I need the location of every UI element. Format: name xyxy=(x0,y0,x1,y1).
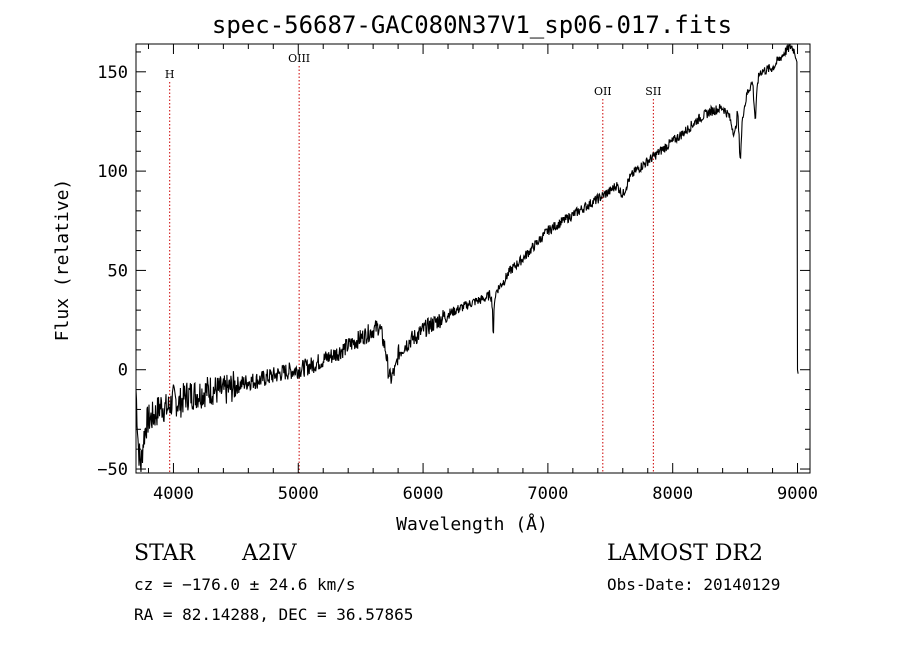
y-axis-label: Flux (relative) xyxy=(52,179,73,342)
x-tick-label: 9000 xyxy=(777,484,818,504)
ra-dec-coords: RA = 82.14288, DEC = 36.57865 xyxy=(134,605,413,624)
x-tick-label: 6000 xyxy=(403,484,444,504)
y-tick-label: −50 xyxy=(97,460,128,480)
y-tick-label: 50 xyxy=(108,261,128,281)
x-tick-label: 8000 xyxy=(652,484,693,504)
object-class: STAR xyxy=(134,541,196,566)
object-subclass: A2IV xyxy=(241,541,298,566)
spectrum-line xyxy=(136,44,799,472)
redshift-cz: cz = −176.0 ± 24.6 km/s xyxy=(134,575,356,594)
spectral-line-markers: H OIII OII SII xyxy=(165,52,661,473)
y-axis-ticks: −50 0 50 100 150 xyxy=(97,51,810,480)
plot-frame xyxy=(135,43,811,474)
x-tick-label: 5000 xyxy=(278,484,319,504)
spectral-line-label: OIII xyxy=(288,52,310,65)
spectral-line-label: H xyxy=(165,68,175,81)
spectral-line-label: SII xyxy=(645,85,661,98)
x-axis-ticks: 4000 5000 6000 7000 8000 9000 xyxy=(147,44,818,504)
survey-name: LAMOST DR2 xyxy=(607,541,763,566)
x-tick-label: 7000 xyxy=(527,484,568,504)
spectral-line-label: OII xyxy=(594,85,612,98)
chart-title: spec-56687-GAC080N37V1_sp06-017.fits xyxy=(212,11,732,39)
x-tick-label: 4000 xyxy=(153,484,194,504)
y-tick-label: 150 xyxy=(97,63,128,83)
y-tick-label: 100 xyxy=(97,162,128,182)
y-tick-label: 0 xyxy=(118,361,128,381)
obs-date: Obs-Date: 20140129 xyxy=(607,575,780,594)
x-axis-label: Wavelength (Å) xyxy=(396,513,548,535)
